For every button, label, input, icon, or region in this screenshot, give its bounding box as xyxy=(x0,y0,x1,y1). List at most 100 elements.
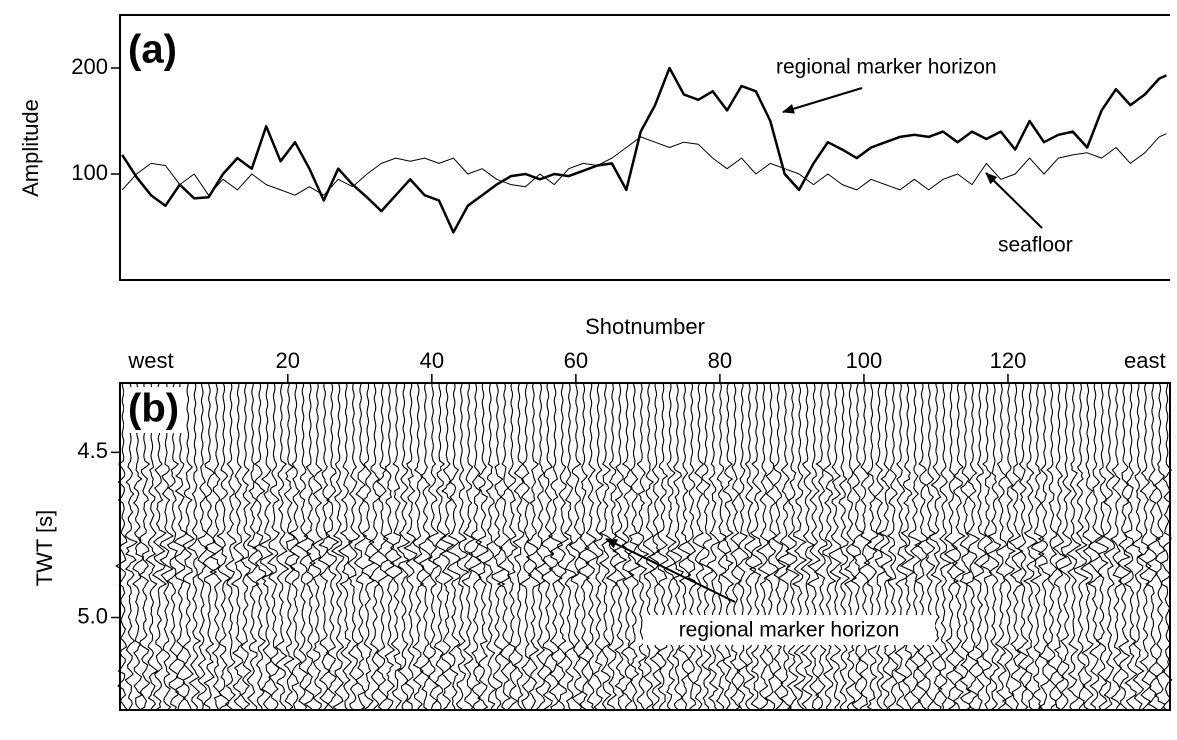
trace xyxy=(1037,382,1051,711)
trace xyxy=(426,382,440,711)
trace xyxy=(209,382,224,711)
trace xyxy=(568,382,584,711)
x-tick-label: 40 xyxy=(420,348,444,373)
x-tick-label: 80 xyxy=(708,348,732,373)
trace xyxy=(439,382,455,711)
trace xyxy=(1087,382,1104,711)
trace xyxy=(196,382,209,711)
trace xyxy=(274,382,290,711)
trace xyxy=(506,382,519,711)
trace xyxy=(303,382,317,711)
trace xyxy=(1065,382,1082,711)
trace xyxy=(605,382,619,711)
trace xyxy=(258,382,274,711)
trace xyxy=(828,382,842,711)
trace xyxy=(886,382,899,711)
trace xyxy=(288,382,303,711)
trace xyxy=(251,382,267,711)
trace xyxy=(857,382,873,711)
trace xyxy=(806,382,821,711)
annotation: regional marker horizon xyxy=(776,56,997,79)
trace xyxy=(736,382,750,711)
trace xyxy=(239,382,252,711)
trace xyxy=(418,382,432,711)
x-tick-label: east xyxy=(1124,348,1166,373)
trace xyxy=(698,382,713,711)
x-tick-label: 100 xyxy=(846,348,883,373)
trace xyxy=(715,382,727,711)
trace xyxy=(914,382,930,711)
trace xyxy=(943,382,960,711)
trace xyxy=(361,382,376,711)
y-tick-label: 4.5 xyxy=(77,438,108,463)
annotation-background xyxy=(643,615,935,645)
trace xyxy=(216,382,232,711)
trace xyxy=(337,382,354,711)
trace xyxy=(1123,382,1138,711)
trace xyxy=(1022,382,1039,711)
trace xyxy=(1160,382,1173,711)
y-tick-label: 200 xyxy=(71,54,108,79)
trace xyxy=(547,383,564,711)
x-tick-label: 20 xyxy=(276,348,300,373)
trace xyxy=(411,382,425,711)
trace xyxy=(784,382,800,711)
trace xyxy=(979,382,994,711)
panel-label: (a) xyxy=(128,28,177,72)
trace xyxy=(692,382,705,711)
trace xyxy=(512,382,525,711)
trace xyxy=(1007,382,1024,711)
trace xyxy=(1136,382,1152,711)
trace xyxy=(230,382,245,711)
trace xyxy=(519,382,532,711)
trace xyxy=(813,382,828,711)
trace xyxy=(642,382,656,711)
trace xyxy=(182,382,196,711)
trace xyxy=(971,382,988,711)
trace xyxy=(159,382,175,711)
trace xyxy=(283,382,296,711)
trace xyxy=(986,382,1002,711)
trace xyxy=(461,382,477,711)
trace xyxy=(777,382,793,711)
plot-frame xyxy=(119,14,1170,281)
trace xyxy=(791,382,808,711)
trace xyxy=(166,382,180,711)
trace xyxy=(496,382,512,711)
trace xyxy=(482,382,497,711)
trace xyxy=(317,382,332,711)
trace xyxy=(1073,382,1089,711)
y-tick-label: 5.0 xyxy=(77,603,108,628)
trace xyxy=(376,382,390,711)
trace xyxy=(729,382,743,711)
trace xyxy=(928,382,943,711)
trace xyxy=(389,382,403,711)
trace xyxy=(347,382,361,711)
trace xyxy=(950,382,966,711)
trace xyxy=(894,382,908,711)
trace xyxy=(1016,382,1029,711)
trace xyxy=(491,382,506,711)
trace xyxy=(151,382,168,711)
trace xyxy=(838,382,851,711)
trace xyxy=(1045,382,1059,711)
trace xyxy=(534,382,547,711)
trace xyxy=(1153,382,1166,711)
trace xyxy=(620,382,635,711)
trace xyxy=(800,382,816,711)
trace xyxy=(224,382,237,711)
trace xyxy=(396,382,411,711)
trace xyxy=(958,382,972,711)
trace xyxy=(475,382,489,711)
trace xyxy=(202,382,218,711)
trace xyxy=(592,382,605,711)
trace xyxy=(467,382,483,711)
trace xyxy=(924,382,936,711)
annotation: regional marker horizon xyxy=(679,619,900,642)
trace xyxy=(964,382,981,711)
trace xyxy=(994,382,1008,711)
trace xyxy=(186,382,202,711)
trace xyxy=(677,382,692,711)
trace xyxy=(850,382,865,711)
trace xyxy=(540,382,554,711)
